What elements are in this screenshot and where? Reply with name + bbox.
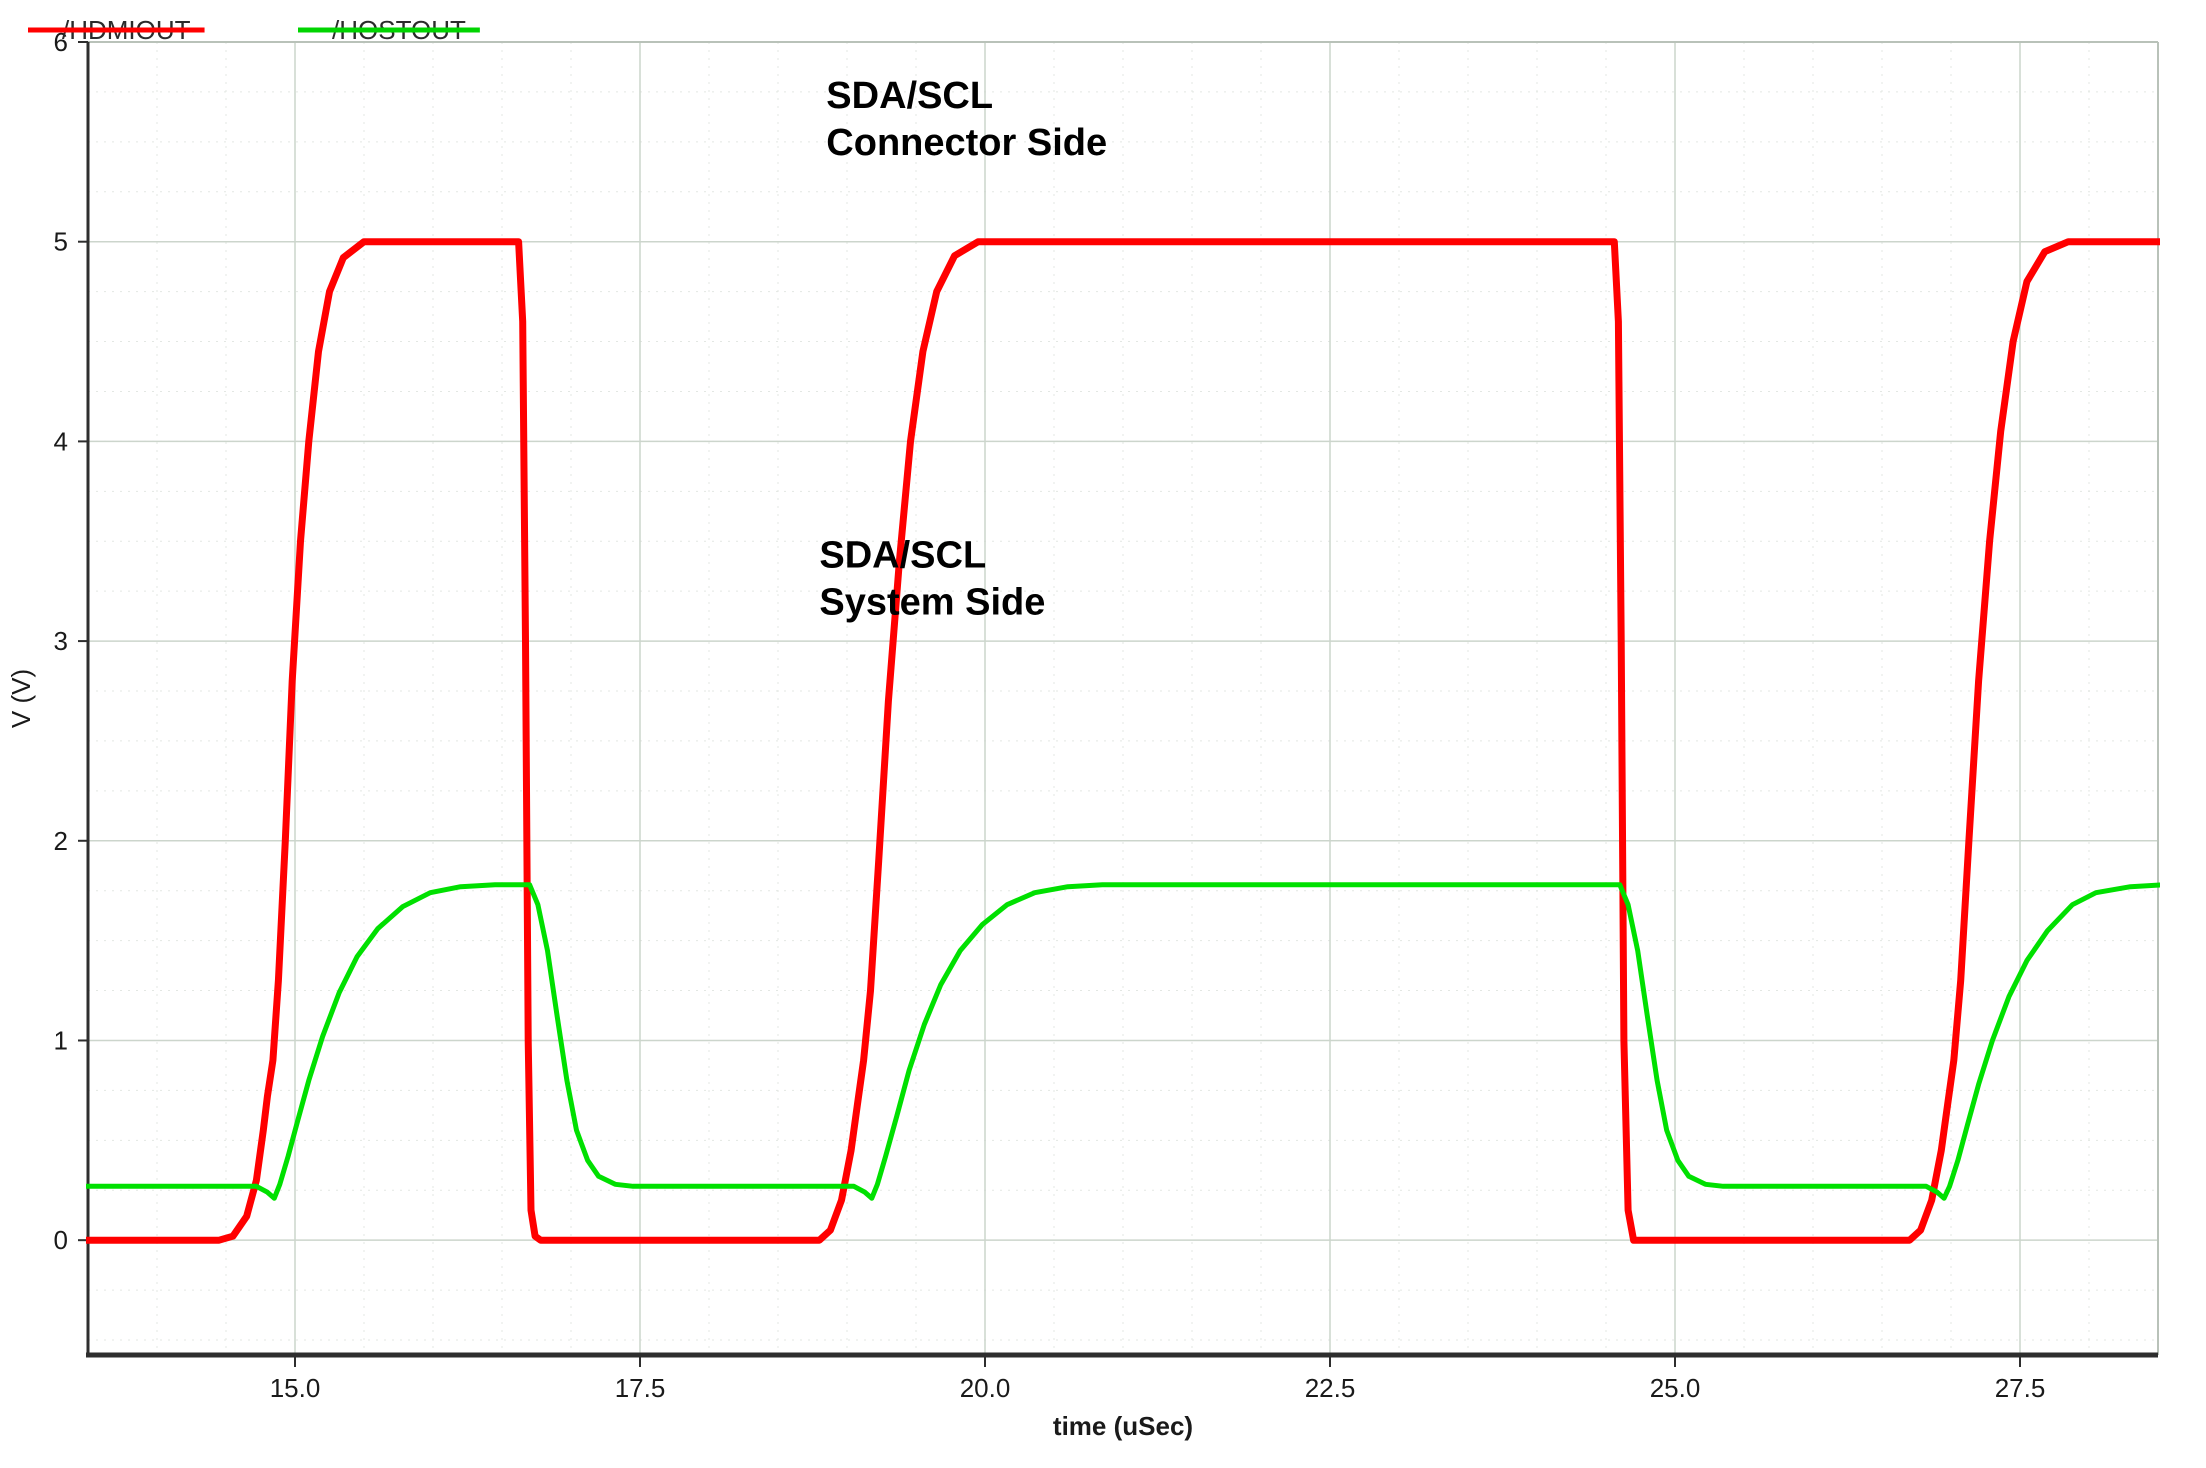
y-tick-label: 2: [54, 826, 68, 856]
x-tick-label: 22.5: [1305, 1373, 1356, 1403]
annotation-sda-scl-system-side: SDA/SCL System Side: [819, 534, 1045, 623]
x-axis-label: time (uSec): [1053, 1411, 1193, 1441]
y-tick-label: 1: [54, 1025, 68, 1055]
y-tick-label: 6: [54, 27, 68, 57]
legend-item-hostout: /HOSTOUT: [298, 15, 480, 45]
y-tick-label: 5: [54, 227, 68, 257]
x-tick-label: 25.0: [1650, 1373, 1701, 1403]
annotation-line: SDA/SCL: [826, 75, 993, 117]
x-tick-label: 15.0: [270, 1373, 321, 1403]
x-tick-label: 27.5: [1995, 1373, 2046, 1403]
annotation-line: System Side: [819, 581, 1045, 623]
series-hostout-line: [86, 882, 2160, 1201]
annotation-line: SDA/SCL: [819, 534, 986, 576]
y-axis-label: V (V): [6, 669, 36, 728]
annotation-line: Connector Side: [826, 122, 1107, 164]
x-tick-label: 20.0: [960, 1373, 1011, 1403]
y-tick-label: 0: [54, 1225, 68, 1255]
x-tick-label: 17.5: [615, 1373, 666, 1403]
y-tick-label: 3: [54, 626, 68, 656]
legend-item-hdmiout: /HDMIOUT: [28, 15, 205, 45]
annotation-sda-scl-connector-side: SDA/SCL Connector Side: [826, 75, 1107, 164]
y-tick-label: 4: [54, 426, 68, 456]
series-hdmiout-line: [86, 238, 2160, 1244]
